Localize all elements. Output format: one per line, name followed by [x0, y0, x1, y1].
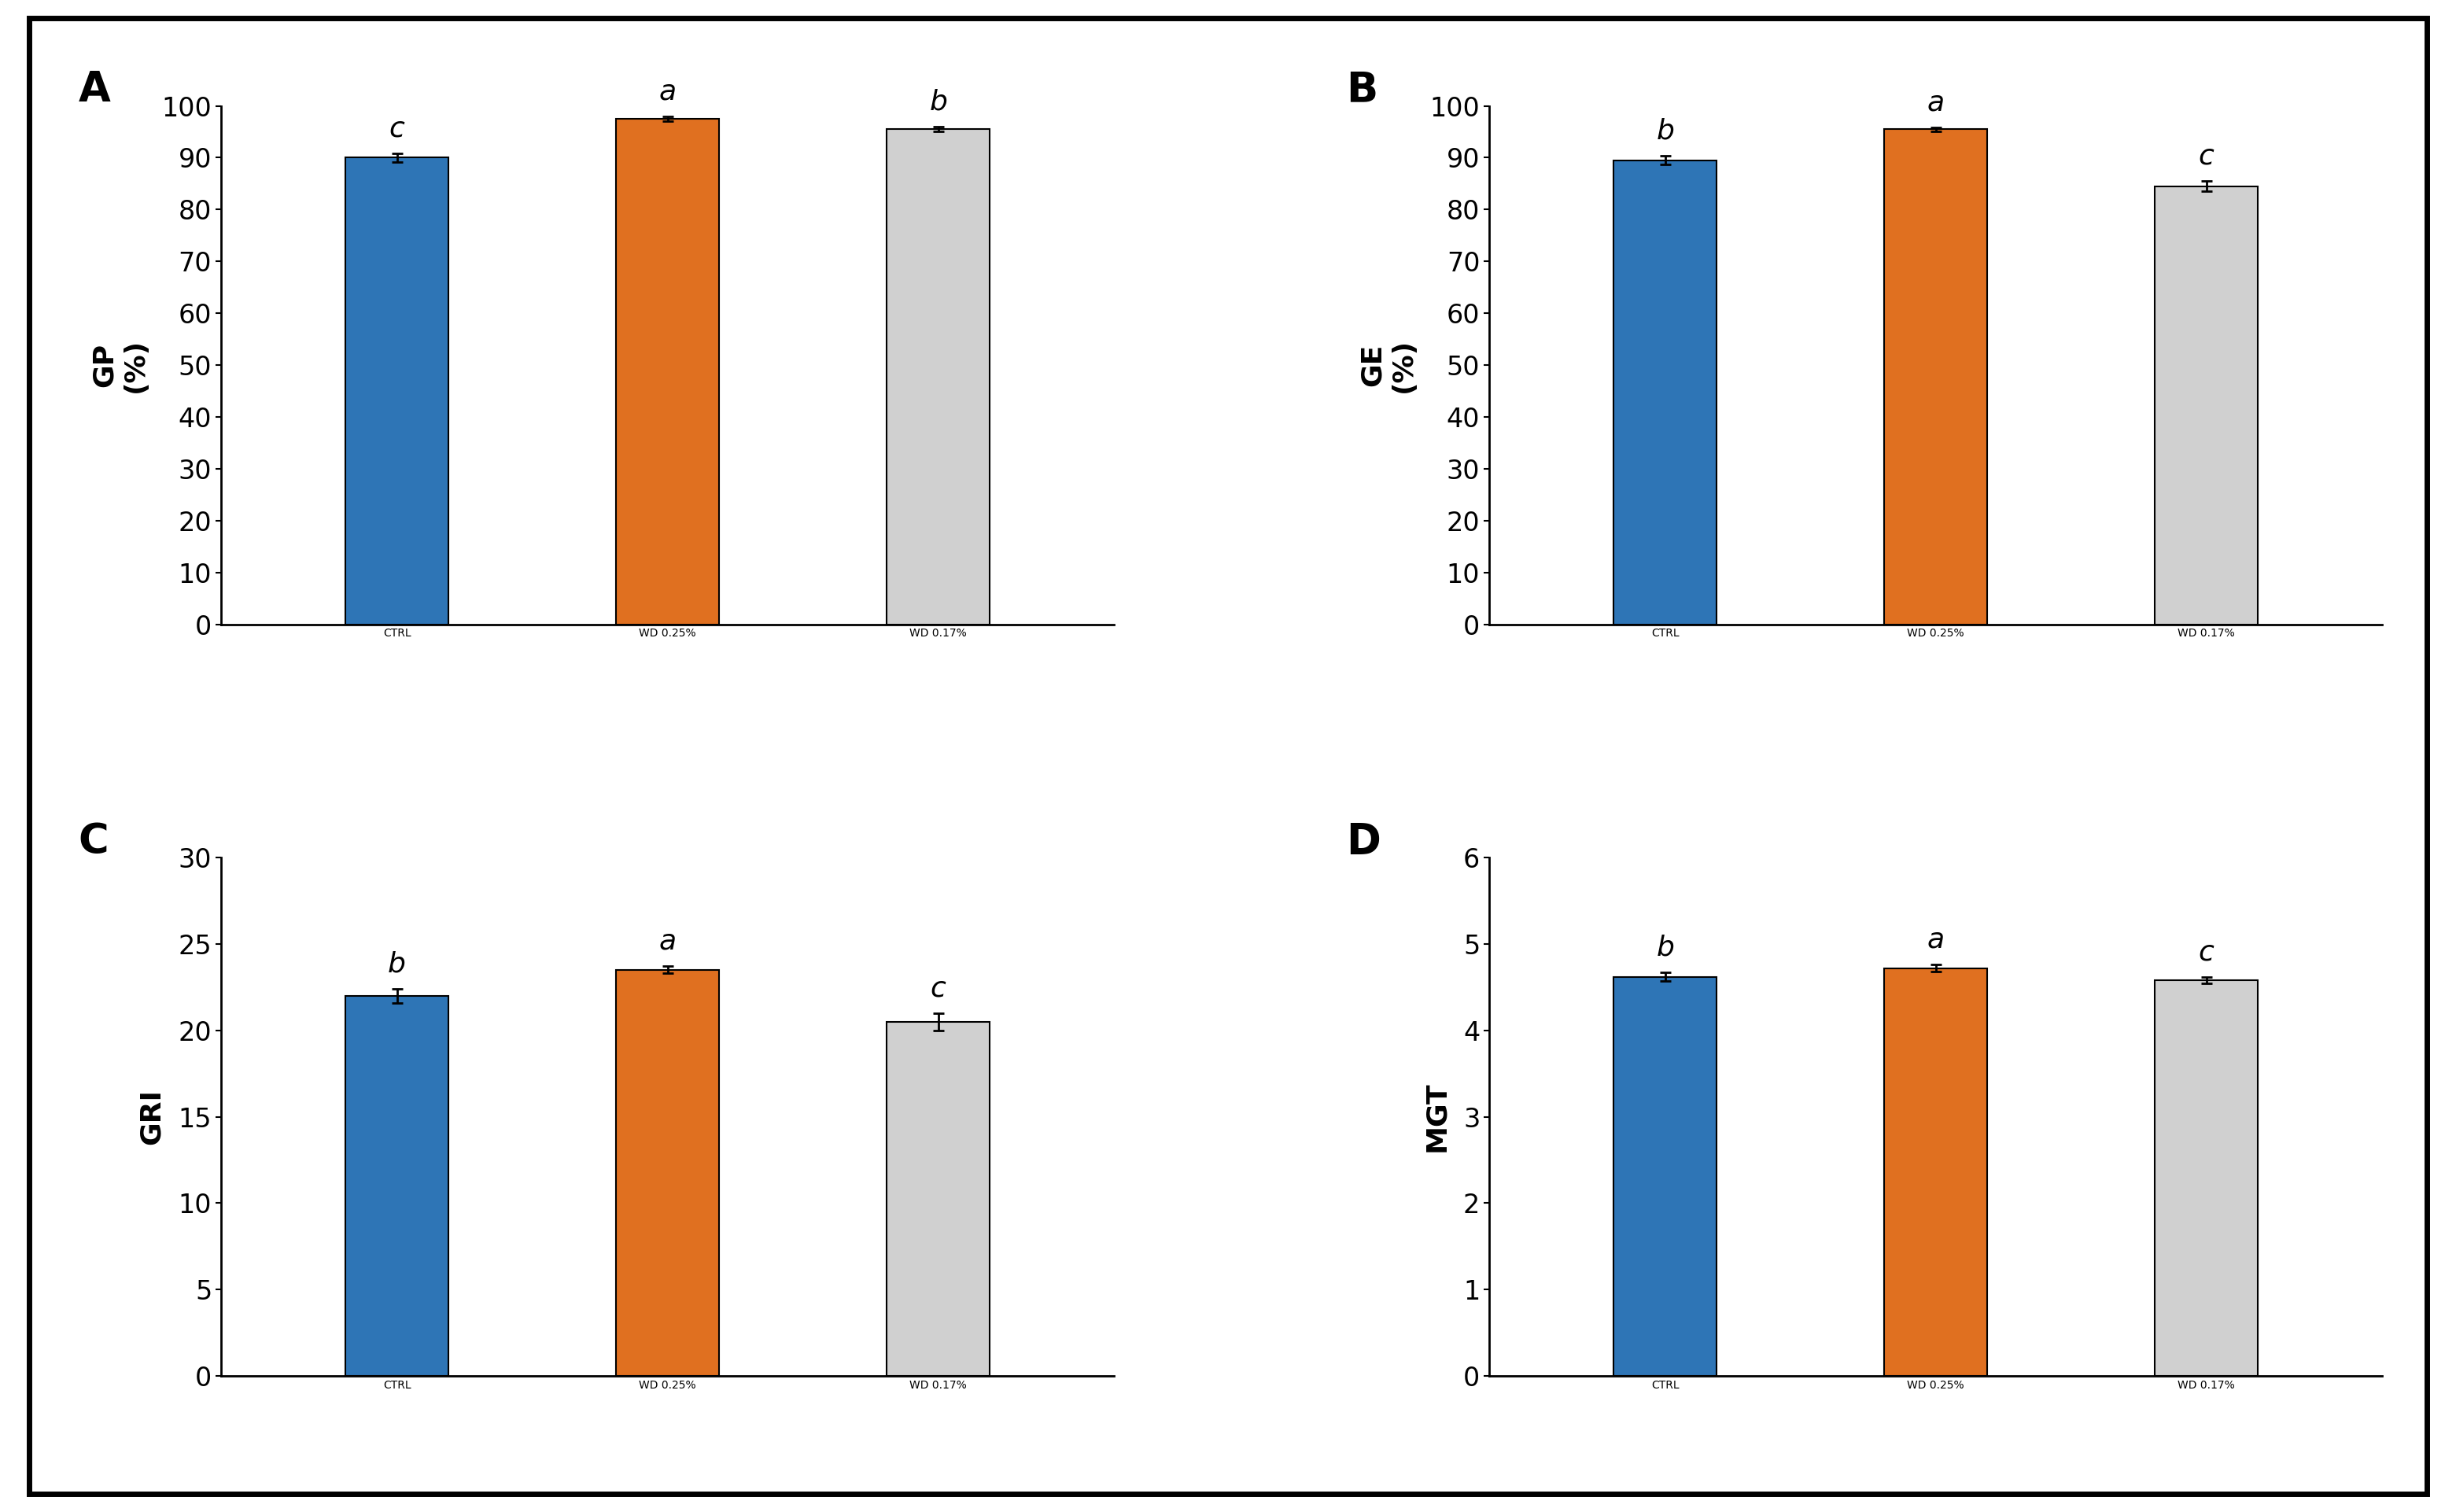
- Text: C: C: [79, 821, 108, 862]
- Bar: [1884, 968, 1987, 1376]
- Text: B: B: [1346, 70, 1378, 110]
- Bar: [2154, 186, 2257, 624]
- Bar: [1614, 977, 1717, 1376]
- Bar: [887, 129, 990, 624]
- Bar: [1884, 129, 1987, 624]
- Text: D: D: [1346, 821, 1380, 862]
- Bar: [2154, 980, 2257, 1376]
- Text: a: a: [658, 79, 675, 106]
- Text: c: c: [388, 115, 405, 142]
- Y-axis label: GE
(%): GE (%): [1358, 337, 1417, 392]
- Text: c: c: [931, 975, 946, 1001]
- Text: b: b: [928, 88, 948, 115]
- Bar: [346, 996, 449, 1376]
- Bar: [1614, 160, 1717, 624]
- Y-axis label: MGT: MGT: [1424, 1081, 1449, 1152]
- Y-axis label: GP
(%): GP (%): [91, 337, 147, 392]
- Text: a: a: [1928, 927, 1945, 953]
- Text: b: b: [1655, 934, 1675, 962]
- Text: a: a: [658, 928, 675, 956]
- Y-axis label: GRI: GRI: [138, 1089, 165, 1145]
- Bar: [616, 969, 720, 1376]
- Bar: [346, 157, 449, 624]
- Text: b: b: [388, 951, 405, 977]
- Text: c: c: [2198, 939, 2215, 965]
- Text: a: a: [1928, 89, 1945, 116]
- Bar: [887, 1022, 990, 1376]
- Text: b: b: [1655, 118, 1675, 145]
- Text: A: A: [79, 70, 111, 110]
- Text: c: c: [2198, 142, 2215, 169]
- Bar: [616, 119, 720, 624]
